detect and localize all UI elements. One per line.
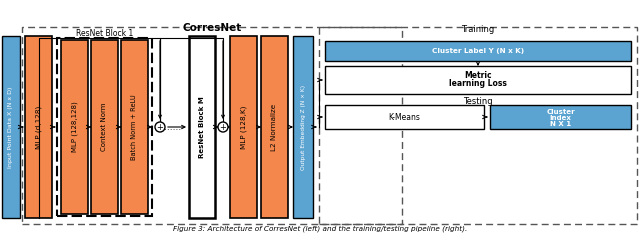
Bar: [230, 36, 257, 218]
Circle shape: [155, 122, 165, 132]
Bar: [325, 105, 484, 129]
Text: MLP (d,128): MLP (d,128): [35, 105, 42, 149]
Text: MLP (128,128): MLP (128,128): [71, 102, 77, 152]
Text: Cluster Label Y (N x K): Cluster Label Y (N x K): [432, 48, 524, 54]
Bar: [2, 36, 20, 218]
Text: CorresNet: CorresNet: [182, 23, 242, 33]
Text: ResNet Block M: ResNet Block M: [199, 96, 205, 158]
Text: Index: Index: [550, 115, 572, 121]
Text: N X 1: N X 1: [550, 121, 571, 127]
Text: Metric: Metric: [464, 72, 492, 80]
Bar: [189, 36, 215, 218]
Text: +: +: [157, 122, 163, 131]
Bar: [121, 40, 148, 214]
Text: learning Loss: learning Loss: [449, 80, 507, 88]
Bar: [261, 36, 288, 218]
Text: Output Embedding Z (N × K): Output Embedding Z (N × K): [301, 84, 305, 169]
Text: Batch Norm + ReLU: Batch Norm + ReLU: [131, 94, 138, 160]
Text: +: +: [220, 122, 227, 131]
Bar: [325, 66, 631, 94]
Bar: [490, 105, 631, 129]
Bar: [293, 36, 313, 218]
Text: K-Means: K-Means: [388, 113, 420, 122]
Bar: [91, 40, 118, 214]
Bar: [325, 41, 631, 61]
Bar: [25, 36, 52, 218]
Text: ResNet Block 1: ResNet Block 1: [76, 29, 133, 38]
Text: Figure 3: Architecture of CorresNet (left) and the training/testing pipeline (ri: Figure 3: Architecture of CorresNet (lef…: [173, 226, 467, 232]
Bar: [57, 38, 152, 216]
Bar: [22, 27, 402, 224]
Text: ......: ......: [164, 122, 182, 131]
Text: Input Point Data X (N x D): Input Point Data X (N x D): [8, 86, 13, 168]
Text: Training: Training: [461, 25, 495, 34]
Text: Testing: Testing: [463, 97, 493, 105]
Circle shape: [218, 122, 228, 132]
Text: L2 Normalize: L2 Normalize: [271, 103, 278, 151]
Text: Cluster: Cluster: [546, 109, 575, 115]
Bar: [319, 27, 637, 224]
Bar: [61, 40, 88, 214]
Text: MLP (128,K): MLP (128,K): [240, 105, 247, 149]
Text: Context Norm: Context Norm: [102, 103, 108, 151]
